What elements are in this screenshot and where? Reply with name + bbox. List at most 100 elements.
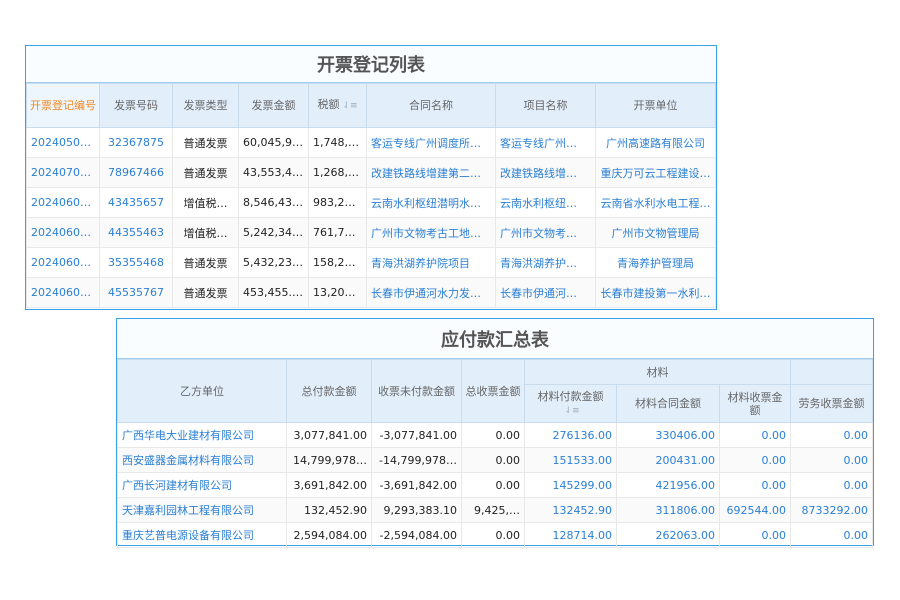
table-cell[interactable]: 43435657 (99, 187, 173, 218)
column-header[interactable]: 项目名称 (495, 83, 596, 128)
table-cell[interactable]: 重庆万可云工程建设… (595, 157, 716, 188)
column-header[interactable]: 材料收票金额 (718, 384, 792, 423)
table-row[interactable]: 广西长河建材有限公司 3,691,842.00 -3,691,842.00 0.00 1… (117, 472, 873, 498)
table-cell[interactable]: 0.00 (718, 522, 792, 548)
table-cell[interactable]: 45535767 (99, 277, 173, 308)
table-cell: 1,268,… (308, 157, 367, 188)
table-cell: 5,432,23… (238, 247, 309, 278)
table-cell[interactable]: 0.00 (790, 522, 873, 548)
table-row[interactable]: 2024060007 35355468 普通发票 5,432,23… 158,2… 青海洪… (26, 247, 716, 278)
table-cell[interactable]: 330406.00 (616, 422, 720, 448)
table-cell: 2,594,084.00 (286, 522, 372, 548)
table-cell[interactable]: 云南水利枢纽… (495, 187, 596, 218)
table-cell[interactable]: 128714.00 (524, 522, 617, 548)
table-cell[interactable]: 0.00 (718, 447, 792, 473)
table-row[interactable]: 2024060010 45535767 普通发票 453,455.… 13,20… 长春市… (26, 277, 716, 308)
table-cell[interactable]: 200431.00 (616, 447, 720, 473)
table-cell[interactable]: 132452.90 (524, 497, 617, 523)
table-cell[interactable]: 145299.00 (524, 472, 617, 498)
column-header[interactable]: 开票单位 (595, 83, 716, 128)
table-cell[interactable]: 0.00 (718, 422, 792, 448)
table-cell[interactable]: 2024060010 (26, 277, 100, 308)
table-cell[interactable]: 0.00 (718, 472, 792, 498)
table-cell[interactable]: 0.00 (790, 422, 873, 448)
table-cell[interactable]: 2024060007 (26, 247, 100, 278)
column-header[interactable]: 材料付款金额 ⇃≡ (524, 384, 617, 423)
column-header[interactable]: 总收票金额 (461, 359, 525, 423)
table-cell[interactable]: 311806.00 (616, 497, 720, 523)
table-cell[interactable]: 2024060009 (26, 187, 100, 218)
table-cell[interactable]: 276136.00 (524, 422, 617, 448)
table-cell[interactable]: 0.00 (790, 447, 873, 473)
table-cell[interactable]: 青海洪湖养护… (495, 247, 596, 278)
table-cell: 761,7… (308, 217, 367, 248)
table-cell: 983,2… (308, 187, 367, 218)
table-cell[interactable]: 西安盛器金属材料有限公司 (117, 447, 287, 473)
table-cell[interactable]: 广州高速路有限公司 (595, 127, 716, 158)
table-row[interactable]: 2024050004 32367875 普通发票 60,045,9… 1,748,… 客运… (26, 127, 716, 158)
column-header[interactable]: 合同名称 (366, 83, 496, 128)
table-row[interactable]: 重庆艺普电源设备有限公司 2,594,084.00 -2,594,084.00 0.0… (117, 522, 873, 548)
table-cell[interactable]: 长春市建投第一水利… (595, 277, 716, 308)
table-row[interactable]: 广西华电大业建材有限公司 3,077,841.00 -3,077,841.00 0.0… (117, 422, 873, 448)
table-cell[interactable]: 广西长河建材有限公司 (117, 472, 287, 498)
table-row[interactable]: 天津嘉利园林工程有限公司 132,452.90 9,293,383.10 9,425,… (117, 497, 873, 523)
table-cell[interactable]: 改建铁路线增建第二… (366, 157, 496, 188)
table-cell[interactable]: 78967466 (99, 157, 173, 188)
column-header[interactable]: 开票登记编号 (26, 83, 100, 128)
column-header[interactable]: 乙方单位 (117, 359, 287, 423)
table-cell[interactable]: 0.00 (790, 472, 873, 498)
table-cell[interactable]: 广州市文物考… (495, 217, 596, 248)
table-cell[interactable]: 广州市文物管理局 (595, 217, 716, 248)
table-cell[interactable]: 广西华电大业建材有限公司 (117, 422, 287, 448)
column-header[interactable]: 发票号码 (99, 83, 173, 128)
table-cell: 13,20… (308, 277, 367, 308)
table-cell[interactable]: 广州市文物考古工地… (366, 217, 496, 248)
table-row[interactable]: 2024060001 44355463 增值税… 5,242,34… 761,7… 广州市… (26, 217, 716, 248)
table-cell[interactable]: 2024070002 (26, 157, 100, 188)
column-header[interactable]: 收票未付款金额 (371, 359, 462, 423)
table-cell[interactable]: 重庆艺普电源设备有限公司 (117, 522, 287, 548)
table-row[interactable]: 西安盛器金属材料有限公司 14,799,978… -14,799,978… 0.00 1… (117, 447, 873, 473)
table-cell[interactable]: 天津嘉利园林工程有限公司 (117, 497, 287, 523)
table-cell[interactable]: 客运专线广州… (495, 127, 596, 158)
table-cell: 0.00 (461, 522, 525, 548)
table-cell: 8,546,43… (238, 187, 309, 218)
sort-descending-icon[interactable]: ⇃≡ (342, 101, 358, 111)
header-label: 开票登记编号 (30, 99, 96, 112)
column-header[interactable]: 税额 ⇃≡ (308, 83, 367, 128)
table-cell[interactable]: 长春市伊通河… (495, 277, 596, 308)
table-cell: 普通发票 (172, 127, 239, 158)
column-header[interactable]: 发票类型 (172, 83, 239, 128)
table-cell[interactable]: 421956.00 (616, 472, 720, 498)
sort-descending-icon[interactable]: ⇃≡ (564, 405, 580, 416)
column-header[interactable]: 材料合同金额 (616, 384, 720, 423)
table-cell[interactable]: 改建铁路线增… (495, 157, 596, 188)
table-cell[interactable]: 2024050004 (26, 127, 100, 158)
header-label: 项目名称 (523, 99, 568, 112)
table-row[interactable]: 2024060009 43435657 增值税… 8,546,43… 983,2… 云南水… (26, 187, 716, 218)
group-header-empty (790, 359, 873, 385)
table-cell: -3,691,842.00 (371, 472, 462, 498)
table-cell: 158,2… (308, 247, 367, 278)
table-row[interactable]: 2024070002 78967466 普通发票 43,553,4… 1,268,… 改建… (26, 157, 716, 188)
table-cell[interactable]: 692544.00 (718, 497, 792, 523)
table-cell[interactable]: 2024060001 (26, 217, 100, 248)
table-cell[interactable]: 青海养护管理局 (595, 247, 716, 278)
table-cell[interactable]: 青海洪湖养护院项目 (366, 247, 496, 278)
table-cell: 132,452.90 (286, 497, 372, 523)
table-cell[interactable]: 32367875 (99, 127, 173, 158)
table-cell[interactable]: 8733292.00 (790, 497, 873, 523)
table-cell[interactable]: 35355468 (99, 247, 173, 278)
table-cell[interactable]: 云南水利枢纽潜明水… (366, 187, 496, 218)
column-header[interactable]: 发票金额 (238, 83, 309, 128)
table-cell[interactable]: 151533.00 (524, 447, 617, 473)
column-header[interactable]: 劳务收票金额 (790, 384, 873, 423)
panel-title: 应付款汇总表 (117, 319, 873, 359)
table-cell[interactable]: 客运专线广州调度所… (366, 127, 496, 158)
column-header[interactable]: 总付款金额 (286, 359, 372, 423)
table-cell[interactable]: 44355463 (99, 217, 173, 248)
table-cell[interactable]: 云南省水利水电工程… (595, 187, 716, 218)
table-cell[interactable]: 262063.00 (616, 522, 720, 548)
table-cell[interactable]: 长春市伊通河水力发… (366, 277, 496, 308)
